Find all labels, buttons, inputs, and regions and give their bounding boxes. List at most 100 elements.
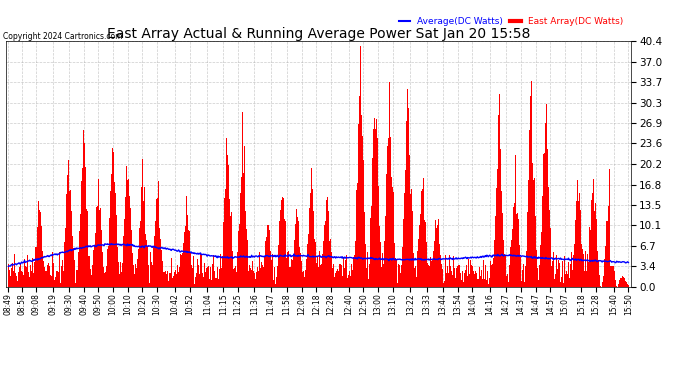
Bar — [361, 126, 362, 287]
Bar — [572, 270, 573, 287]
Legend: Average(DC Watts), East Array(DC Watts): Average(DC Watts), East Array(DC Watts) — [395, 14, 627, 30]
Bar — [366, 266, 367, 287]
Bar — [260, 268, 261, 287]
Bar — [68, 160, 69, 287]
Bar — [484, 279, 485, 287]
Bar — [295, 224, 296, 287]
Bar — [383, 264, 384, 287]
Bar — [233, 268, 234, 287]
Bar — [186, 196, 187, 287]
Bar — [395, 258, 396, 287]
Bar — [287, 252, 288, 287]
Bar — [378, 186, 379, 287]
Bar — [136, 268, 137, 287]
Bar — [96, 211, 97, 287]
Bar — [262, 265, 263, 287]
Bar — [123, 248, 124, 287]
Bar — [485, 265, 486, 287]
Bar — [417, 252, 419, 287]
Bar — [367, 252, 368, 287]
Bar — [419, 225, 420, 287]
Bar — [30, 271, 32, 287]
Bar — [375, 129, 376, 287]
Bar — [84, 143, 85, 287]
Bar — [441, 264, 442, 287]
Bar — [422, 189, 423, 287]
Bar — [330, 239, 331, 287]
Bar — [292, 260, 293, 287]
Bar — [174, 272, 175, 287]
Bar — [583, 256, 584, 287]
Bar — [365, 244, 366, 287]
Bar — [406, 121, 407, 287]
Bar — [311, 168, 312, 287]
Bar — [596, 219, 597, 287]
Bar — [20, 264, 21, 287]
Bar — [127, 180, 128, 287]
Bar — [222, 256, 223, 287]
Bar — [408, 108, 409, 287]
Bar — [197, 259, 198, 287]
Bar — [102, 252, 103, 287]
Bar — [155, 220, 156, 287]
Bar — [513, 207, 514, 287]
Bar — [603, 276, 604, 287]
Bar — [471, 265, 472, 287]
Bar — [105, 272, 106, 287]
Bar — [537, 268, 538, 287]
Bar — [389, 82, 390, 287]
Bar — [440, 255, 441, 287]
Bar — [331, 264, 333, 287]
Bar — [435, 220, 436, 287]
Bar — [444, 281, 445, 287]
Bar — [29, 277, 30, 287]
Bar — [261, 282, 262, 287]
Bar — [190, 252, 191, 287]
Bar — [54, 280, 55, 287]
Bar — [343, 258, 344, 287]
Bar — [619, 280, 620, 287]
Bar — [253, 272, 254, 287]
Bar — [232, 231, 233, 287]
Bar — [493, 251, 495, 287]
Bar — [353, 279, 354, 287]
Bar — [305, 270, 306, 287]
Bar — [187, 216, 188, 287]
Bar — [87, 211, 88, 287]
Bar — [88, 256, 89, 287]
Bar — [321, 267, 322, 287]
Bar — [455, 278, 456, 287]
Bar — [57, 271, 58, 287]
Bar — [237, 252, 238, 287]
Bar — [108, 246, 109, 287]
Bar — [565, 274, 566, 287]
Bar — [191, 266, 192, 287]
Bar — [22, 272, 23, 287]
Bar — [493, 258, 494, 287]
Bar — [278, 245, 279, 287]
Bar — [406, 89, 408, 287]
Bar — [263, 267, 264, 287]
Bar — [585, 252, 586, 287]
Bar — [335, 273, 336, 287]
Bar — [483, 270, 484, 287]
Bar — [522, 270, 523, 287]
Bar — [111, 174, 112, 287]
Bar — [347, 278, 348, 287]
Bar — [551, 266, 552, 287]
Bar — [620, 278, 621, 287]
Bar — [622, 276, 623, 287]
Bar — [101, 234, 102, 287]
Bar — [624, 278, 625, 287]
Bar — [430, 257, 431, 287]
Bar — [230, 212, 232, 287]
Bar — [293, 254, 294, 287]
Bar — [28, 267, 29, 287]
Bar — [542, 197, 543, 287]
Bar — [90, 278, 91, 287]
Bar — [464, 275, 465, 287]
Bar — [306, 260, 307, 287]
Bar — [91, 274, 92, 287]
Bar — [445, 255, 446, 287]
Bar — [403, 219, 404, 287]
